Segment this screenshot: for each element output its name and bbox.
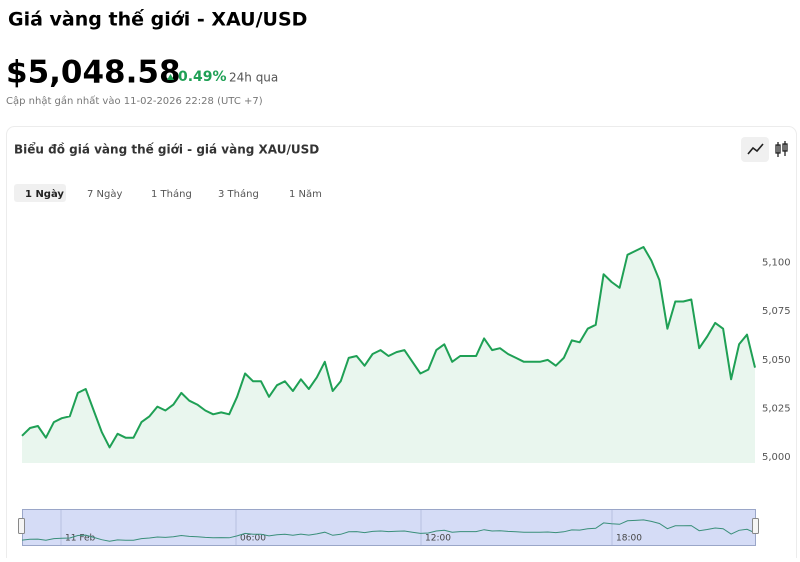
line [21,246,756,449]
navigator-handle[interactable] [18,518,25,534]
navigator-label: 11 Feb [65,534,96,544]
up-arrow [167,74,174,80]
navigator-label: 12:00 [425,534,451,544]
card-title: Biểu đồ giá vàng thế giới - giá vàng XAU… [14,142,319,157]
navigator-label: 18:00 [616,534,642,544]
tab[interactable]: 1 Ngày [25,188,64,200]
navigator-label: 06:00 [240,534,266,544]
tab[interactable]: 1 Tháng [151,188,192,200]
tab-active [14,184,66,202]
navigator-line [21,519,756,542]
page-title: Giá vàng thế giới - XAU/USD [8,8,307,31]
change: 0.49% [178,69,227,85]
y-tick-label: 5,075 [762,306,791,317]
y-tick-label: 5,050 [762,355,791,366]
updated: Cập nhật gần nhất vào 11-02-2026 22:28 (… [6,95,263,107]
line-icon [747,143,764,155]
y-tick-label: 5,000 [762,452,791,463]
tab[interactable]: 1 Năm [289,189,322,200]
y-tick-label: 5,100 [762,258,791,269]
tab[interactable]: 7 Ngày [87,188,122,200]
change-period: 24h qua [229,71,278,85]
area [22,247,755,463]
candle-view-button[interactable] [775,141,788,157]
navigator-handle[interactable] [752,518,759,534]
y-tick-label: 5,025 [762,404,791,415]
price: $5,048.58 [6,55,181,91]
tab[interactable]: 3 Tháng [218,188,259,200]
